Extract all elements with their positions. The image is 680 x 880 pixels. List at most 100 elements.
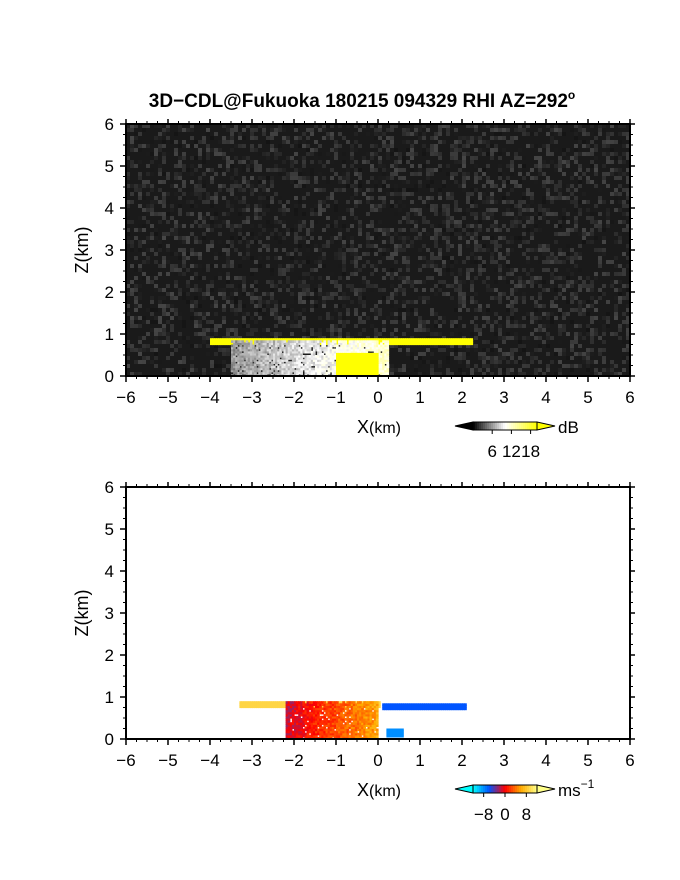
- echo-cell: [260, 350, 264, 354]
- noise-cell: [610, 372, 614, 376]
- echo-cell: [436, 340, 440, 343]
- echo-cell: [352, 338, 356, 341]
- noise-cell: [626, 176, 630, 180]
- noise-cell: [350, 236, 354, 240]
- noise-cell: [486, 276, 490, 280]
- echo-cell: [243, 350, 247, 354]
- noise-cell: [558, 372, 562, 376]
- noise-cell: [574, 216, 578, 220]
- echo-cell: [323, 367, 327, 371]
- noise-cell: [390, 144, 394, 148]
- noise-cell: [170, 344, 174, 348]
- noise-cell: [414, 152, 418, 156]
- noise-cell: [478, 136, 482, 140]
- noise-cell: [126, 292, 130, 296]
- echo-cell: [262, 352, 266, 356]
- noise-cell: [538, 324, 542, 328]
- echo-cell: [252, 344, 255, 348]
- echo-cell: [371, 338, 375, 341]
- echo-cell: [336, 348, 339, 352]
- noise-cell: [394, 160, 398, 164]
- echo-cell: [319, 350, 322, 354]
- echo-cell: [233, 338, 236, 341]
- noise-cell: [414, 124, 418, 128]
- noise-cell: [490, 260, 494, 264]
- noise-cell: [306, 144, 310, 148]
- echo-cell: [357, 344, 360, 348]
- noise-cell: [342, 296, 346, 300]
- noise-cell: [494, 208, 498, 212]
- noise-cell: [602, 140, 606, 144]
- figure-title: 3D−CDL@Fukuoka 180215 094329 RHI AZ=292o: [149, 88, 576, 112]
- echo-cell: [262, 340, 266, 343]
- echo-cell: [363, 344, 366, 348]
- noise-cell: [374, 152, 378, 156]
- noise-cell: [226, 348, 230, 352]
- noise-cell: [194, 332, 198, 336]
- noise-cell: [594, 172, 598, 176]
- noise-cell: [314, 260, 318, 264]
- echo-cell: [336, 346, 339, 350]
- echo-cell: [298, 346, 301, 350]
- echo-cell: [331, 363, 335, 367]
- noise-cell: [570, 256, 574, 260]
- noise-cell: [134, 260, 138, 264]
- noise-cell: [162, 304, 166, 308]
- noise-cell: [454, 276, 458, 280]
- noise-cell: [406, 300, 410, 304]
- noise-cell: [462, 280, 466, 284]
- echo-cell: [210, 342, 213, 346]
- noise-cell: [254, 212, 258, 216]
- noise-cell: [462, 212, 466, 216]
- noise-cell: [290, 144, 294, 148]
- echo-cell: [321, 361, 324, 364]
- noise-cell: [514, 204, 518, 208]
- echo-cell: [268, 348, 272, 352]
- echo-cell: [441, 342, 444, 346]
- noise-cell: [518, 128, 522, 132]
- echo-cell: [210, 338, 213, 341]
- noise-cell: [450, 244, 454, 248]
- noise-cell: [318, 276, 322, 280]
- echo-cell: [270, 350, 274, 354]
- noise-cell: [538, 148, 542, 152]
- echo-cell: [287, 338, 291, 341]
- noise-cell: [614, 236, 618, 240]
- noise-cell: [486, 176, 490, 180]
- noise-cell: [230, 176, 234, 180]
- noise-cell: [222, 316, 226, 320]
- noise-cell: [570, 248, 574, 252]
- noise-cell: [370, 196, 374, 200]
- noise-cell: [534, 304, 538, 308]
- echo-cell: [237, 363, 240, 367]
- noise-cell: [142, 356, 146, 360]
- noise-cell: [618, 280, 622, 284]
- echo-cell: [233, 367, 236, 371]
- noise-cell: [454, 160, 458, 164]
- noise-cell: [178, 240, 182, 244]
- noise-cell: [530, 196, 534, 200]
- noise-cell: [490, 156, 494, 160]
- noise-cell: [326, 196, 330, 200]
- noise-cell: [426, 168, 430, 172]
- noise-cell: [142, 344, 146, 348]
- noise-cell: [302, 132, 306, 136]
- echo-cell: [243, 371, 247, 375]
- noise-cell: [358, 180, 362, 184]
- noise-cell: [350, 244, 354, 248]
- noise-cell: [222, 360, 226, 364]
- noise-cell: [494, 320, 498, 324]
- noise-cell: [446, 128, 450, 132]
- noise-cell: [330, 136, 334, 140]
- noise-cell: [514, 348, 518, 352]
- noise-cell: [518, 208, 522, 212]
- noise-cell: [430, 352, 434, 356]
- echo-cell: [470, 340, 474, 343]
- noise-cell: [478, 260, 482, 264]
- echo-cell: [279, 346, 282, 350]
- noise-cell: [458, 232, 462, 236]
- noise-cell: [538, 360, 542, 364]
- noise-cell: [390, 332, 394, 336]
- echo-cell: [228, 340, 232, 343]
- noise-cell: [506, 280, 510, 284]
